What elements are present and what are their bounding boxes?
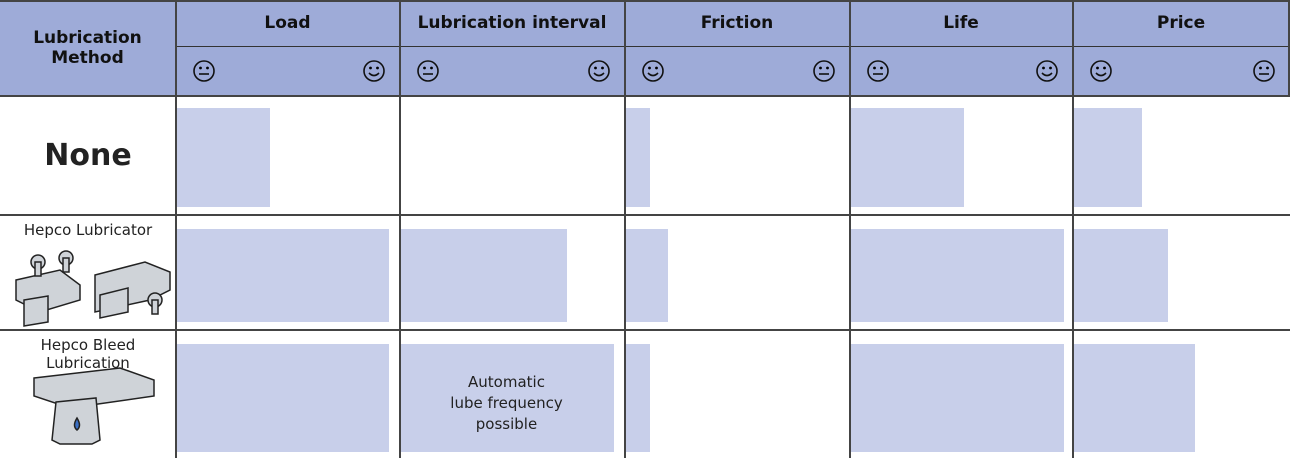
level-bar — [625, 229, 668, 322]
neutral-face — [813, 60, 835, 82]
lubricator-icon — [15, 250, 171, 327]
neutral-face — [867, 60, 889, 82]
neutral-face — [193, 60, 215, 82]
row-line — [0, 329, 1290, 331]
illustrations — [15, 250, 171, 445]
happy-face — [363, 60, 385, 82]
happy-face — [642, 60, 664, 82]
level-bar — [176, 344, 389, 452]
header-cell: Load — [176, 0, 400, 47]
note: Automatic lube frequency possible — [450, 373, 563, 433]
row-line — [0, 0, 1290, 2]
header-cell: Lubrication Method — [0, 0, 176, 96]
row-label: None — [44, 137, 132, 173]
row-line — [0, 214, 1290, 216]
column-line — [399, 0, 401, 458]
happy-face — [1036, 60, 1058, 82]
column-line — [624, 0, 626, 458]
happy-face — [1090, 60, 1112, 82]
neutral-face — [1253, 60, 1275, 82]
level-bar — [176, 229, 389, 322]
column-line — [1072, 0, 1074, 458]
level-bar — [176, 108, 271, 207]
header-cell: Friction — [625, 0, 850, 47]
row-label: Hepco Lubricator — [23, 221, 153, 239]
header-cell: Price — [1073, 0, 1290, 47]
header-cell: Life — [850, 0, 1073, 47]
level-bar — [400, 229, 567, 322]
column-line — [1288, 0, 1290, 96]
column-line — [175, 0, 177, 458]
header-cell: Lubrication interval — [400, 0, 625, 47]
row-line — [0, 95, 1290, 97]
neutral-face — [417, 60, 439, 82]
level-bar — [1073, 108, 1143, 207]
level-bar — [625, 344, 650, 452]
column-line — [849, 0, 851, 458]
row-label: Hepco Bleed Lubrication — [40, 336, 136, 372]
level-bar — [1073, 344, 1195, 452]
happy-face — [588, 60, 610, 82]
level-bar — [625, 108, 650, 207]
level-bar — [850, 229, 1065, 322]
level-bar — [850, 344, 1065, 452]
level-bar — [850, 108, 964, 207]
bleed-lubrication-icon — [33, 367, 155, 445]
level-bar — [1073, 229, 1169, 322]
level-bar — [400, 344, 614, 452]
